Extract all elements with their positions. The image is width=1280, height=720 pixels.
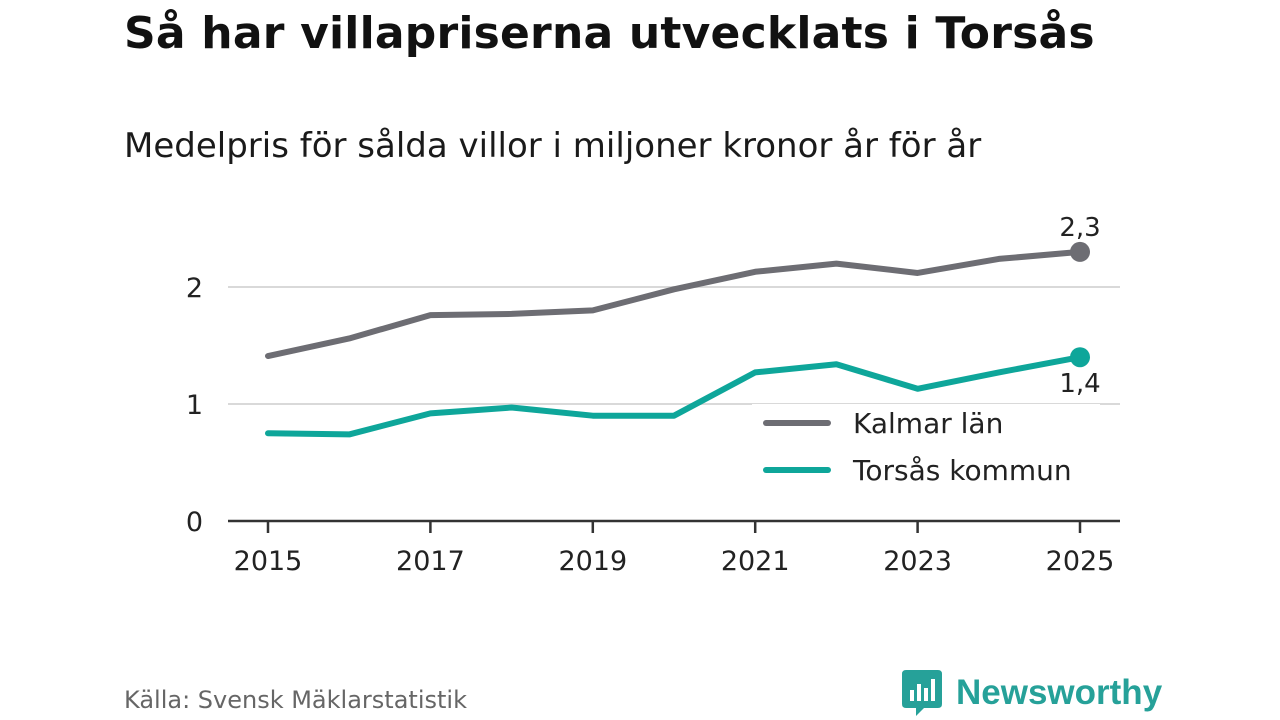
y-tick-label: 0 [186,507,203,538]
legend-label: Kalmar län [853,407,1003,440]
series-lines: 2,3 1,4 [265,213,1101,438]
legend: Kalmar län Torsås kommun [752,404,1100,504]
x-tick-label: 2015 [234,546,303,577]
chart-title: Så har villapriserna utvecklats i Torsås [124,8,1095,59]
x-tick-label: 2019 [558,546,627,577]
gridlines [228,286,1120,405]
axes: 0 1 2 2015 2017 2019 2021 2023 2025 [186,273,1120,577]
series-end-point [1070,241,1090,262]
series-line-torsas [265,354,1083,438]
y-tick-label: 2 [186,273,203,304]
brand-name: Newsworthy [956,673,1163,712]
x-tick-label: 2017 [396,546,465,577]
x-tick-label: 2021 [721,546,790,577]
source-note: Källa: Svensk Mäklarstatistik [124,686,467,714]
series-end-label: 2,3 [1059,213,1100,243]
series-end-point [1070,347,1090,368]
legend-label: Torsås kommun [852,454,1072,487]
newsworthy-logo-icon [902,670,942,716]
series-end-label: 1,4 [1059,369,1100,399]
series-line-kalmar [265,248,1083,360]
x-tick-label: 2023 [883,546,952,577]
x-tick-label: 2025 [1046,546,1115,577]
line-chart: 2,3 1,4 0 1 2 2015 2017 2019 2021 2023 2025 Kalma… [186,213,1120,577]
y-tick-label: 1 [186,390,203,421]
chart-subtitle: Medelpris för sålda villor i miljoner kr… [124,126,982,166]
brand-logo: Newsworthy [902,670,1162,716]
